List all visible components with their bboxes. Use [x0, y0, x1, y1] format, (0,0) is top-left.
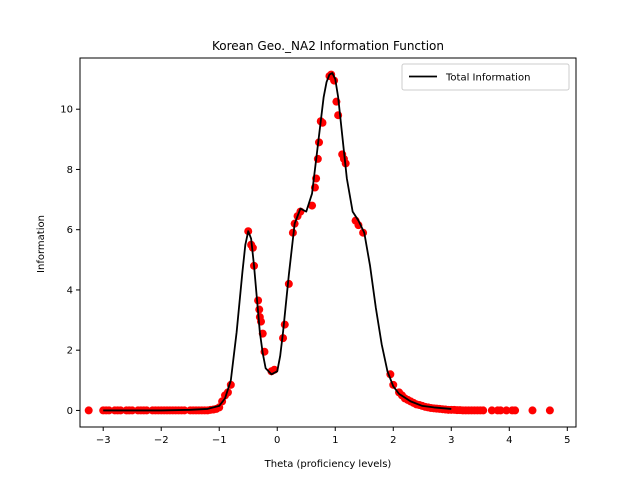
chart-title: Korean Geo._NA2 Information Function	[212, 39, 444, 53]
x-axis-label: Theta (proficiency levels)	[264, 459, 392, 470]
total-information-line	[103, 72, 452, 412]
data-point	[84, 406, 93, 415]
y-tick-label: 10	[60, 105, 73, 116]
data-point	[496, 406, 505, 415]
x-tick-label: 2	[390, 435, 396, 446]
x-tick-label: 5	[564, 435, 570, 446]
y-tick-label: 2	[67, 346, 73, 357]
y-tick-label: 8	[67, 165, 73, 176]
data-point	[528, 406, 537, 415]
x-tick-label: 3	[448, 435, 454, 446]
data-point	[487, 406, 496, 415]
data-point	[479, 406, 488, 415]
data-point	[511, 406, 520, 415]
x-tick-label: 1	[332, 435, 338, 446]
x-tick-label: 0	[274, 435, 280, 446]
legend-box	[401, 63, 570, 91]
data-point	[215, 403, 224, 412]
y-tick-label: 4	[67, 285, 73, 296]
x-tick-label: −3	[96, 435, 111, 446]
data-point	[545, 406, 554, 415]
legend: Total Information	[401, 63, 570, 91]
axes: −3 −2 −1 0 1 2 3 4 5 0 2 4 6 8 10	[60, 57, 577, 446]
x-tick-label: −2	[154, 435, 169, 446]
y-axis-label: Information	[36, 215, 47, 273]
data-point	[502, 406, 511, 415]
x-tick-label: 4	[506, 435, 512, 446]
x-tick-label: −1	[212, 435, 227, 446]
data-point	[308, 201, 317, 210]
axes-frame	[79, 57, 577, 428]
data-point	[255, 305, 264, 314]
legend-label-total-information: Total Information	[445, 73, 530, 84]
plot-area	[84, 70, 554, 415]
y-tick-label: 6	[67, 225, 73, 236]
y-tick-label: 0	[67, 406, 73, 417]
